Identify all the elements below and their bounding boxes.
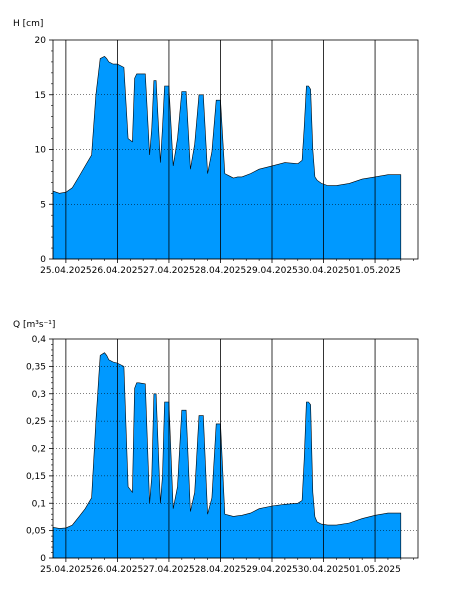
x-tick-label: 28.04.2025 bbox=[195, 266, 247, 276]
y-axis-label: Q [m³s⁻¹] bbox=[13, 320, 55, 330]
y-tick-label: 5 bbox=[40, 200, 46, 210]
y-tick-label: 0,35 bbox=[26, 362, 46, 372]
y-tick-label: 0,15 bbox=[26, 472, 46, 482]
y-axis-label: H [cm] bbox=[13, 19, 43, 29]
x-tick-label: 29.04.2025 bbox=[246, 565, 298, 575]
y-tick-label: 20 bbox=[35, 36, 47, 46]
x-tick-label: 27.04.2025 bbox=[143, 565, 195, 575]
x-tick-label: 29.04.2025 bbox=[246, 266, 298, 276]
series-area bbox=[52, 56, 402, 260]
x-tick-label: 26.04.2025 bbox=[92, 565, 144, 575]
water-level-chart: 0 5 10 15 20 25.04.2025 26.04.2025 27.04.2025 28… bbox=[13, 19, 419, 276]
x-tick-label: 28.04.2025 bbox=[195, 565, 247, 575]
plot-frame bbox=[52, 39, 419, 260]
series-area bbox=[52, 352, 402, 559]
x-tick-label: 26.04.2025 bbox=[92, 266, 144, 276]
x-tick-label: 27.04.2025 bbox=[143, 266, 195, 276]
x-tick-label: 30.04.2025 bbox=[298, 565, 350, 575]
y-tick-label: 15 bbox=[35, 91, 46, 101]
y-tick-label: 0,25 bbox=[26, 417, 46, 427]
y-tick-label: 0,2 bbox=[32, 445, 46, 455]
x-tick-label: 01.05.2025 bbox=[349, 266, 401, 276]
y-tick-label: 0 bbox=[40, 255, 46, 265]
discharge-chart: 00,050,10,150,20,250,30,350,425.04.2025 2… bbox=[13, 320, 419, 575]
x-tick-label: 01.05.2025 bbox=[349, 565, 401, 575]
x-tick-label: 30.04.2025 bbox=[298, 266, 350, 276]
x-tick-label: 25.04.2025 bbox=[40, 565, 92, 575]
y-tick-label: 0,4 bbox=[32, 335, 47, 345]
y-tick-label: 0,1 bbox=[32, 499, 46, 509]
y-tick-label: 0,05 bbox=[26, 527, 46, 537]
y-tick-label: 10 bbox=[35, 146, 47, 156]
y-tick-label: 0,3 bbox=[32, 390, 46, 400]
x-tick-label: 25.04.2025 bbox=[40, 266, 92, 276]
plot-frame bbox=[52, 338, 419, 559]
y-tick-label: 0 bbox=[40, 554, 46, 564]
